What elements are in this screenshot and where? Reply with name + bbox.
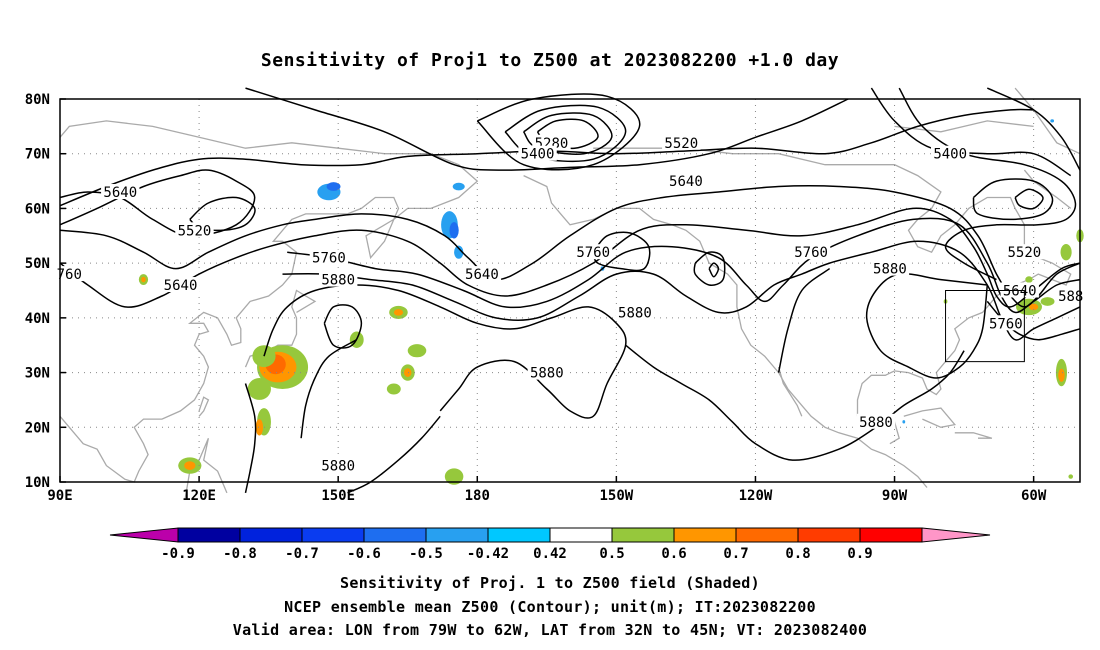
- contour-label: 5640: [1003, 284, 1037, 300]
- colorbar-label: -0.7: [285, 546, 319, 562]
- contour-label: 5400: [933, 147, 967, 163]
- contour-label: 760: [57, 267, 82, 283]
- colorbar-swatch: [735, 527, 799, 543]
- x-tick-label: 60W: [1021, 488, 1047, 504]
- contour-label: 5640: [164, 278, 198, 294]
- sensitivity-shading: [138, 119, 1084, 485]
- x-tick-label: 120E: [182, 488, 216, 504]
- chart-title: Sensitivity of Proj1 to Z500 at 20230822…: [260, 50, 840, 71]
- colorbar-swatch: [425, 527, 489, 543]
- contour-label: 5880: [618, 305, 652, 321]
- contour-label: 5640: [669, 174, 703, 190]
- colorbar-swatch: [363, 527, 427, 543]
- colorbar-label: -0.9: [161, 546, 195, 562]
- valid-area-box: [945, 290, 1025, 363]
- contour-label: 5640: [103, 185, 137, 201]
- y-tick-label: 10N: [25, 475, 50, 491]
- y-tick-label: 60N: [25, 201, 50, 217]
- caption-line-3: Valid area: LON from 79W to 62W, LAT fro…: [232, 621, 868, 639]
- colorbar-label: 0.6: [661, 546, 686, 562]
- contour-label: 5520: [178, 223, 212, 239]
- x-tick-label: 150W: [600, 488, 634, 504]
- contour-label: 5880: [530, 366, 564, 382]
- caption-line-1: Sensitivity of Proj. 1 to Z500 field (Sh…: [340, 574, 760, 592]
- colorbar-label: 0.42: [533, 546, 567, 562]
- colorbar-swatch: [487, 527, 551, 543]
- x-axis-ticks: 90E 120E 150E 180 150W 120W 90W 60W: [47, 476, 1047, 504]
- colorbar-swatch: [611, 527, 675, 543]
- colorbar-min-triangle: [109, 527, 179, 543]
- colorbar-label: -0.6: [347, 546, 381, 562]
- contour-label: 5880: [321, 273, 355, 289]
- x-tick-label: 150E: [321, 488, 355, 504]
- y-tick-label: 40N: [25, 311, 50, 327]
- colorbar-swatch: [797, 527, 861, 543]
- colorbar-label: -0.42: [467, 546, 509, 562]
- y-tick-label: 80N: [25, 92, 50, 108]
- contour-label: 5760: [576, 245, 610, 261]
- x-tick-label: 90W: [882, 488, 908, 504]
- contour-label: 5760: [312, 251, 346, 267]
- caption-line-2: NCEP ensemble mean Z500 (Contour); unit(…: [284, 598, 816, 616]
- y-axis-ticks: 10N 20N 30N 40N 50N 60N 70N 80N: [25, 92, 66, 491]
- colorbar-swatch: [177, 527, 241, 543]
- map-frame: [59, 98, 1081, 483]
- colorbar-swatch: [673, 527, 737, 543]
- contour-label: 5760: [989, 316, 1023, 332]
- colorbar-swatch: [239, 527, 303, 543]
- colorbar-label: 0.9: [847, 546, 872, 562]
- x-tick-label: 90E: [47, 488, 72, 504]
- colorbar-swatch: [859, 527, 923, 543]
- z500-contours: [59, 87, 1081, 494]
- contour-label: 588: [1058, 289, 1083, 305]
- y-tick-label: 70N: [25, 147, 50, 163]
- y-tick-label: 30N: [25, 366, 50, 382]
- contour-label: 5880: [873, 262, 907, 278]
- colorbar-swatch: [301, 527, 365, 543]
- contour-label: 5520: [1008, 245, 1042, 261]
- x-tick-label: 180: [465, 488, 490, 504]
- colorbar-label: -0.8: [223, 546, 257, 562]
- colorbar-label: -0.5: [409, 546, 443, 562]
- colorbar: -0.9 -0.8 -0.7 -0.6 -0.5 -0.42 0.42 0.5 0.6 0.7 0.…: [109, 527, 991, 562]
- contour-label: 5880: [321, 459, 355, 475]
- contour-label: 5880: [859, 415, 893, 431]
- y-tick-label: 50N: [25, 256, 50, 272]
- contour-label: 5400: [521, 147, 555, 163]
- colorbar-label: 0.5: [599, 546, 624, 562]
- x-tick-label: 120W: [739, 488, 773, 504]
- contour-label: 5760: [794, 245, 828, 261]
- colorbar-label: 0.7: [723, 546, 748, 562]
- contour-label: 5640: [465, 267, 499, 283]
- y-tick-label: 20N: [25, 420, 50, 436]
- colorbar-label: 0.8: [785, 546, 810, 562]
- contour-label: 5520: [664, 136, 698, 152]
- colorbar-max-triangle: [921, 527, 991, 543]
- colorbar-swatch: [549, 527, 613, 543]
